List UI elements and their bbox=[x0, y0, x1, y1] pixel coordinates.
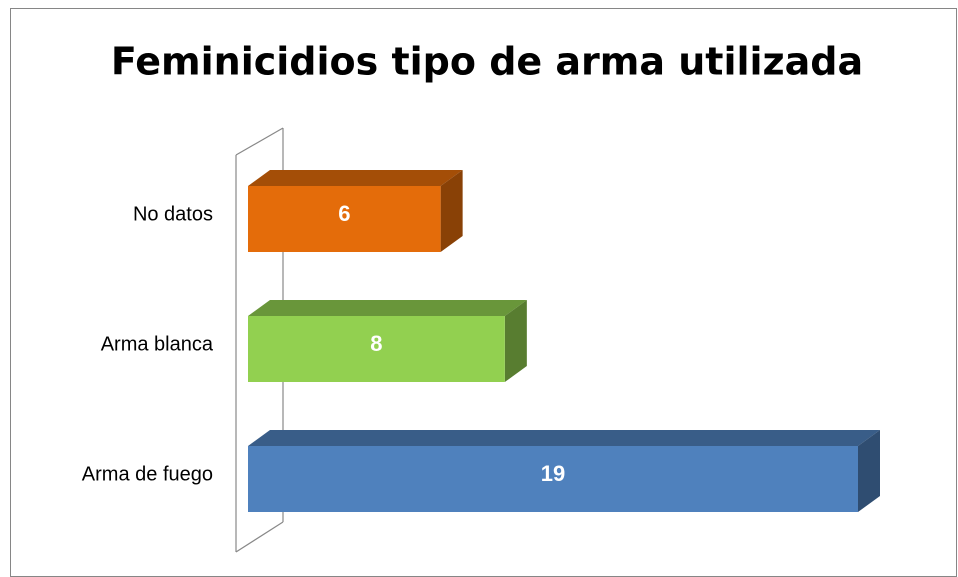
bar-top bbox=[248, 300, 527, 316]
bar bbox=[248, 446, 858, 512]
y-tick-label: No datos bbox=[133, 203, 213, 225]
y-tick-label: Arma de fuego bbox=[82, 463, 213, 485]
chart-title: Feminicidios tipo de arma utilizada bbox=[111, 40, 863, 84]
bar-side bbox=[504, 300, 527, 382]
bar-side bbox=[440, 170, 463, 252]
bar-top bbox=[248, 170, 463, 186]
bar bbox=[248, 186, 441, 252]
bar-side bbox=[858, 430, 880, 512]
data-label: 8 bbox=[370, 331, 382, 356]
data-label: 19 bbox=[541, 461, 565, 486]
y-tick-label: Arma blanca bbox=[101, 333, 214, 355]
bar bbox=[248, 316, 505, 382]
data-label: 6 bbox=[338, 201, 350, 226]
bar-top bbox=[248, 430, 880, 446]
